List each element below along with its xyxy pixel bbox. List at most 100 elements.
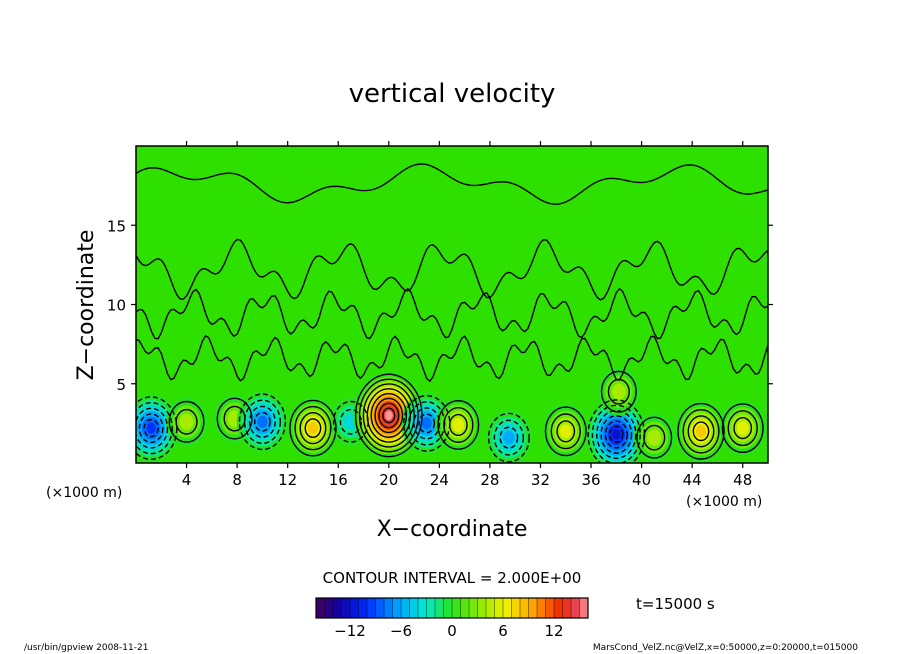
contour-ring-1-2 <box>175 408 198 435</box>
x-tick-label-8: 8 <box>232 471 242 489</box>
colorbar-swatch-28 <box>553 597 564 619</box>
colorbar-swatch-16 <box>451 597 462 619</box>
contour-ring-6-8 <box>382 407 396 424</box>
contour-ring-11-4 <box>600 415 633 454</box>
contour-ring-2-1 <box>216 397 253 440</box>
colorbar-swatch-26 <box>536 597 547 619</box>
contour-ring-7-3 <box>413 407 441 440</box>
colorbar-tick-label-3: 6 <box>498 622 508 640</box>
colorbar-swatch-22 <box>502 597 513 619</box>
heatmap-cell-10-3 <box>559 424 572 439</box>
contour-ring-15-3 <box>733 417 753 440</box>
colorbar-swatch-5 <box>358 597 368 619</box>
contour-ring-6-7 <box>378 402 400 429</box>
zero-contour-0 <box>136 163 768 205</box>
heatmap-cell-1-2 <box>179 413 194 430</box>
x-unit-right: (×1000 m) <box>686 494 762 510</box>
heatmap-cell-7-4 <box>421 417 432 430</box>
x-tick-label-16: 16 <box>329 471 348 489</box>
colorbar-swatch-3 <box>341 597 351 619</box>
y-tick-label-5: 5 <box>116 376 126 394</box>
contour-ring-7-2 <box>408 401 446 446</box>
footer-left: /usr/bin/gpview 2008-11-21 <box>24 643 148 653</box>
contour-ring-14-3 <box>687 415 715 448</box>
colorbar-swatch-30 <box>570 597 581 619</box>
contour-ring-8-2 <box>443 406 474 443</box>
contour-ring-3-2 <box>243 399 281 445</box>
contour-ring-10-2 <box>550 413 581 450</box>
x-tick-label-32: 32 <box>531 471 550 489</box>
colorbar-swatch-31 <box>579 597 589 619</box>
zero-contour-1 <box>136 238 768 301</box>
x-tick-label-36: 36 <box>581 471 600 489</box>
colorbar-swatch-15 <box>443 597 453 619</box>
heatmap-cell-14-4 <box>695 425 707 438</box>
colorbar-swatch-21 <box>494 597 504 619</box>
chart-title: vertical velocity <box>349 79 556 109</box>
contour-ring-3-4 <box>253 411 271 432</box>
colorbar-swatch-23 <box>511 597 521 619</box>
heatmap-cell-4-4 <box>307 421 319 435</box>
x-tick-label-48: 48 <box>733 471 752 489</box>
contour-ring-13-2 <box>643 424 666 451</box>
contour-ring-10-3 <box>556 420 576 443</box>
plot-area <box>135 145 769 464</box>
contour-ring-9-1 <box>487 412 530 463</box>
x-tick-label-4: 4 <box>182 471 192 489</box>
contour-interval-label: CONTOUR INTERVAL = 2.000E+00 <box>323 569 582 587</box>
colorbar-swatch-11 <box>409 597 419 619</box>
colorbar-tick-label-4: 12 <box>544 622 563 640</box>
footer-right: MarsCond_VelZ.nc@VelZ,x=0:50000,z=0:2000… <box>593 643 858 653</box>
x-axis: 4 8 12 16 20 24 28 32 36 40 44 48 <box>182 141 752 489</box>
contour-ring-13-1 <box>636 416 673 459</box>
contour-ring-1-1 <box>168 400 205 443</box>
contour-ring-15-2 <box>727 410 758 447</box>
heatmap-cell-15-3 <box>736 421 749 436</box>
contour-ring-11-5 <box>604 420 628 449</box>
y-axis: 5 10 15 <box>107 217 773 394</box>
contour-ring-11-3 <box>596 409 637 460</box>
y-axis-label: Z−coordinate <box>74 230 99 381</box>
zero-contour-3 <box>136 334 768 383</box>
colorbar-swatch-19 <box>477 597 487 619</box>
contour-ring-11-2 <box>591 404 641 463</box>
contour-ring-6-2 <box>358 378 419 453</box>
colorbar-swatch-13 <box>426 597 436 619</box>
heatmap-cell-8-3 <box>452 418 465 432</box>
heatmap-cell-9-3 <box>503 430 515 445</box>
contour-ring-8-3 <box>448 413 468 437</box>
contour-ring-0-4 <box>138 413 164 444</box>
colorbar-swatch-14 <box>434 597 445 619</box>
colorbar-swatch-2 <box>332 597 343 619</box>
contour-ring-0-2 <box>136 401 173 455</box>
x-tick-label-40: 40 <box>632 471 651 489</box>
x-tick-label-44: 44 <box>683 471 702 489</box>
colorbar-ticks: −12 −6 0 6 12 <box>334 622 563 640</box>
colorbar-swatch-20 <box>485 597 496 619</box>
contour-ring-3-1 <box>238 393 287 451</box>
x-tick-label-24: 24 <box>430 471 449 489</box>
colorbar-swatch-4 <box>349 597 360 619</box>
heatmap-cell-12-2 <box>611 383 626 400</box>
colorbar-swatch-1 <box>324 597 334 619</box>
contour-ring-0-3 <box>136 407 169 449</box>
x-tick-label-28: 28 <box>480 471 499 489</box>
heatmap-cell-6-8 <box>384 410 393 421</box>
contour-ring-7-4 <box>418 413 436 434</box>
colorbar-swatch-9 <box>392 597 402 619</box>
colorbar-frame <box>315 597 589 619</box>
colorbar-swatch-29 <box>562 597 572 619</box>
contour-ring-4-2 <box>294 405 332 451</box>
x-unit-left: (×1000 m) <box>46 485 122 501</box>
colorbar-swatch-10 <box>400 597 411 619</box>
contour-ring-12-1 <box>600 370 637 413</box>
contour-ring-6-6 <box>374 397 404 434</box>
colorbar-tick-label-2: 0 <box>447 622 457 640</box>
colorbar-swatch-0 <box>315 597 326 619</box>
heatmap-cell-11-6 <box>612 429 621 440</box>
contour-ring-6-5 <box>370 392 408 438</box>
y-tick-label-15: 15 <box>107 217 126 235</box>
contour-lines <box>136 163 768 463</box>
colorbar-swatch-18 <box>468 597 479 619</box>
